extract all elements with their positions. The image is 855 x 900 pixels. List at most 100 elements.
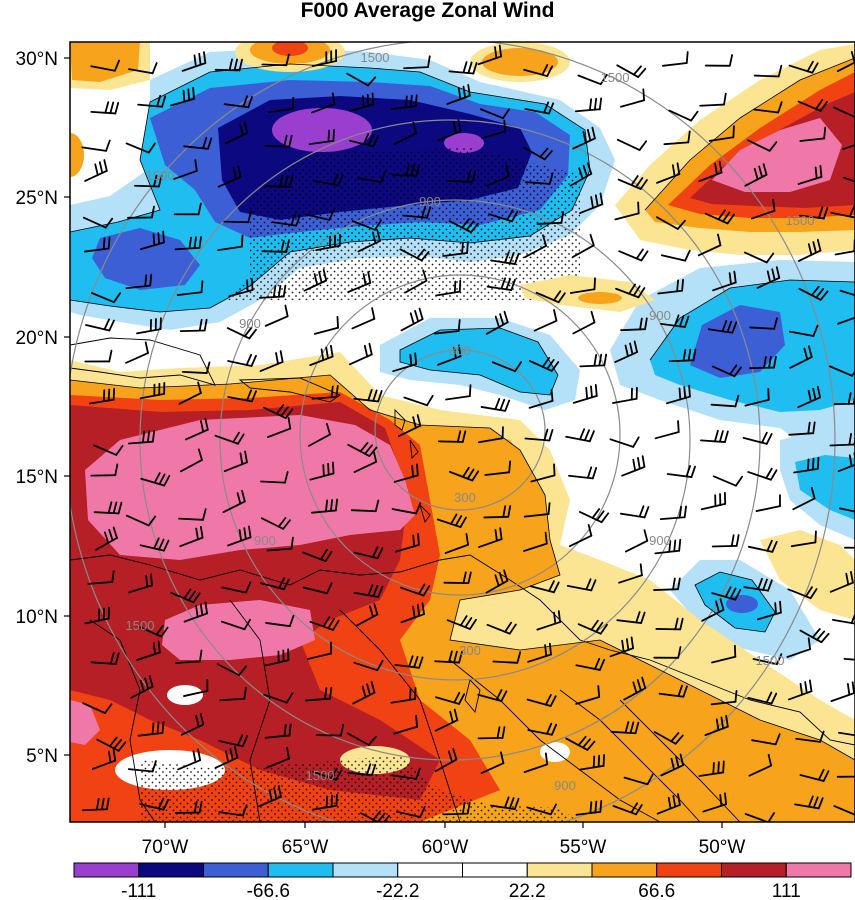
wind-barb-shaft	[90, 661, 117, 665]
wind-barb-feather	[851, 681, 855, 695]
wind-barb-feather	[198, 236, 202, 249]
wind-barb-feather	[549, 695, 557, 707]
wind-barb-feather	[761, 431, 768, 444]
wind-barb-feather	[594, 800, 598, 814]
colorbar	[73, 862, 852, 878]
wind-barb-feather	[690, 465, 696, 478]
wind-barb-shaft	[140, 477, 166, 487]
wind-barb-feather	[643, 529, 649, 542]
wind-barb-feather	[203, 51, 207, 65]
wind-barb-shaft	[609, 438, 635, 448]
wind-barb-feather	[641, 676, 647, 690]
wind-barb-feather	[467, 83, 471, 97]
wind-barb-feather	[513, 797, 520, 810]
wind-barb-feather	[327, 617, 335, 630]
wind-barb-feather	[725, 714, 729, 728]
wind-barb-feather	[770, 469, 778, 481]
wind-barb-feather	[295, 214, 301, 227]
wind-barb-shaft	[793, 467, 819, 474]
wind-barb-shaft	[837, 463, 855, 473]
wind-barb-feather	[683, 386, 687, 399]
wind-barb-shaft	[623, 776, 649, 786]
wind-barb-feather	[318, 271, 323, 284]
wind-barb-feather	[280, 240, 285, 253]
wind-barb-shaft	[478, 538, 503, 548]
wind-barb-feather	[635, 248, 644, 260]
wind-barb-shaft	[125, 142, 150, 154]
wind-barb-feather	[717, 761, 720, 775]
wind-barb-feather	[679, 753, 685, 767]
wind-barb-shaft	[392, 363, 418, 373]
wind-barb-feather	[104, 101, 110, 114]
wind-barb-shaft	[484, 471, 511, 476]
wind-barb-feather	[753, 167, 759, 181]
wind-barb-feather	[677, 646, 682, 659]
wind-barb-feather	[108, 319, 115, 332]
wind-barb-shaft	[711, 655, 737, 664]
wind-barb-feather	[719, 793, 723, 807]
wind-barb-shaft	[223, 461, 248, 473]
wind-barb-shaft	[90, 110, 117, 115]
wind-barb-feather	[114, 463, 119, 477]
wind-barb-feather	[758, 165, 763, 178]
wind-barb-feather	[495, 689, 503, 701]
wind-barb-shaft	[658, 692, 685, 698]
wind-barb-shaft	[830, 211, 855, 219]
wind-barb-feather	[668, 540, 672, 553]
wind-barb-feather	[501, 726, 506, 739]
wind-barb-feather	[287, 416, 292, 430]
wind-barb-feather	[673, 539, 677, 553]
wind-barb-feather	[812, 387, 817, 401]
wind-barb-feather	[810, 285, 820, 297]
wind-barb-feather	[807, 389, 812, 403]
wind-barb-feather	[374, 499, 380, 513]
wind-barb-feather	[603, 353, 608, 367]
wind-barb-feather	[415, 502, 422, 515]
wind-barb-shaft	[490, 804, 516, 810]
wind-barb-feather	[810, 486, 816, 500]
wind-barb-feather	[103, 531, 110, 544]
wind-barb-shaft	[578, 765, 605, 771]
wind-barb-shaft	[173, 170, 198, 180]
wind-barb-feather	[690, 110, 699, 122]
wind-barb-feather	[500, 690, 508, 702]
wind-barb-shaft	[437, 440, 464, 443]
wind-barb-feather	[670, 732, 680, 743]
wind-barb-feather	[812, 796, 819, 809]
wind-barb-shaft	[445, 395, 471, 401]
wind-barb-shaft	[359, 812, 380, 822]
wind-barb-feather	[670, 757, 675, 771]
wind-barb-feather	[330, 385, 334, 399]
wind-barb-feather	[688, 384, 691, 398]
wind-barb-shaft	[795, 737, 821, 743]
wind-barb-feather	[466, 468, 475, 480]
wind-barb-shaft	[352, 691, 376, 705]
wind-barb-feather	[243, 618, 251, 631]
wind-barb-feather	[419, 806, 426, 818]
wind-barb-feather	[246, 279, 249, 293]
wind-barb-feather	[414, 94, 418, 108]
wind-barb-feather	[426, 394, 434, 407]
wind-barb-feather	[775, 266, 781, 279]
wind-barb-feather	[599, 74, 608, 86]
wind-barb-feather	[198, 800, 203, 814]
wind-barb-shaft	[446, 94, 471, 105]
wind-barb-feather	[197, 448, 203, 461]
wind-barb-feather	[632, 681, 638, 694]
wind-barb-feather	[330, 767, 338, 780]
wind-barb-feather	[822, 770, 830, 782]
wind-barb-feather	[108, 736, 118, 748]
wind-barb-feather	[417, 583, 426, 595]
wind-barb-feather	[412, 534, 416, 548]
wind-barb-feather	[728, 272, 732, 286]
wind-barb-feather	[816, 385, 822, 399]
wind-barb-shaft	[434, 660, 460, 664]
wind-barb-shaft	[130, 685, 154, 699]
wind-barb-feather	[251, 278, 254, 291]
wind-barb-shaft	[394, 544, 420, 553]
colorbar-label: -66.6	[247, 881, 290, 900]
contour-label: 900	[649, 308, 671, 323]
wind-barb-feather	[458, 693, 466, 705]
wind-barb-shaft	[491, 361, 516, 373]
wind-barb-feather	[144, 274, 148, 288]
